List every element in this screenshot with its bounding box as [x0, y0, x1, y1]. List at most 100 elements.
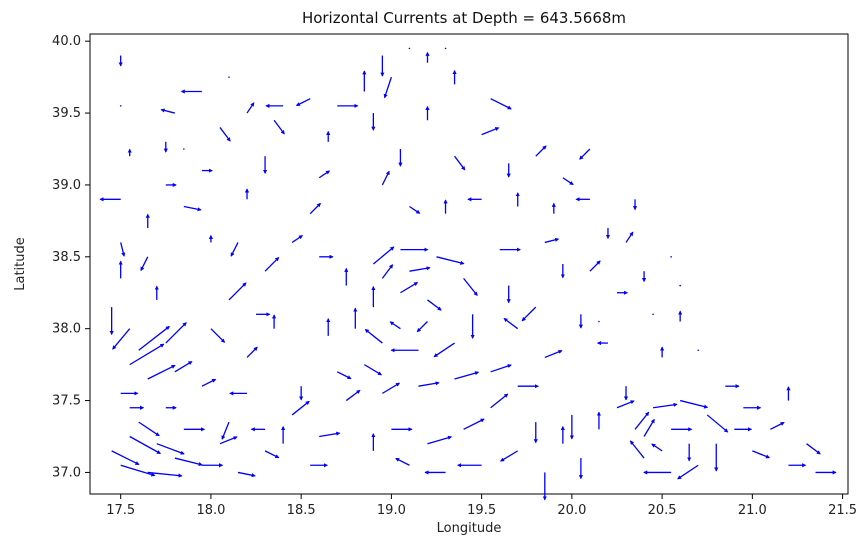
current-vector	[535, 145, 547, 157]
current-vector	[503, 317, 519, 330]
current-vector	[436, 256, 465, 265]
current-vector	[752, 450, 771, 459]
current-vector	[228, 76, 230, 78]
current-vector	[381, 170, 390, 186]
current-vector	[427, 435, 453, 445]
current-vector	[651, 443, 663, 452]
x-axis: 17.5 18.0 18.5 19.0 19.5 20.0 20.5 21.0 21.5	[106, 494, 857, 518]
current-vector	[230, 242, 239, 257]
current-vector	[416, 321, 428, 333]
current-vector	[427, 299, 442, 311]
current-vector	[629, 440, 645, 459]
x-axis-title: Longitude	[437, 521, 502, 536]
y-tick-label: 37.5	[52, 394, 81, 409]
arrow-layer	[99, 47, 837, 501]
current-vector	[221, 421, 230, 440]
current-vector	[156, 443, 185, 455]
current-vector	[444, 47, 447, 50]
current-vector	[295, 98, 311, 107]
current-vector	[201, 378, 217, 387]
current-vector	[291, 235, 304, 243]
current-vector	[589, 260, 601, 272]
current-vector	[770, 421, 785, 430]
current-vector	[237, 471, 256, 478]
current-vector	[246, 102, 255, 114]
current-vector	[400, 281, 419, 294]
x-tick-label: 21.0	[738, 503, 767, 518]
current-vector	[433, 342, 455, 358]
current-vector	[395, 457, 410, 466]
current-vector	[174, 361, 193, 373]
current-vector	[165, 322, 187, 344]
x-tick-label: 18.5	[287, 503, 316, 518]
current-vector	[364, 328, 383, 344]
current-vector	[183, 148, 185, 150]
current-vector	[273, 119, 285, 135]
current-vector	[500, 450, 519, 462]
y-tick-label: 40.0	[52, 34, 81, 49]
x-tick-label: 20.5	[648, 503, 677, 518]
current-vector	[111, 450, 140, 466]
x-tick-label: 19.5	[467, 503, 496, 518]
y-tick-label: 38.0	[52, 322, 81, 337]
current-vector	[643, 418, 655, 437]
current-vector	[174, 457, 203, 467]
y-tick-label: 38.5	[52, 250, 81, 265]
y-axis: 37.0 37.5 38.0 38.5 39.0 39.5 40.0	[52, 34, 90, 480]
current-vector	[389, 321, 401, 330]
current-vector	[383, 76, 393, 99]
current-vector	[219, 436, 238, 445]
current-vector	[652, 402, 678, 409]
y-tick-label: 39.0	[52, 178, 81, 193]
current-vector	[160, 108, 175, 114]
current-vector	[490, 393, 509, 409]
current-vector	[652, 313, 654, 316]
current-vector	[291, 400, 310, 416]
current-vector	[625, 231, 634, 243]
current-vector	[409, 266, 431, 272]
current-vector	[120, 242, 126, 257]
current-vector	[679, 399, 709, 409]
current-vector	[140, 256, 149, 272]
y-tick-label: 39.5	[52, 106, 81, 121]
current-vector	[544, 349, 563, 359]
current-vector	[490, 364, 512, 373]
current-vector	[138, 325, 170, 351]
x-tick-label: 19.0	[377, 503, 406, 518]
current-vector	[634, 411, 650, 430]
current-vector	[616, 400, 635, 409]
current-vector	[319, 431, 341, 438]
current-vector	[264, 450, 280, 459]
current-vector	[697, 349, 700, 352]
current-vector	[363, 364, 383, 376]
current-vector	[264, 256, 280, 272]
x-tick-label: 20.0	[557, 503, 586, 518]
current-vector	[706, 414, 729, 433]
current-vector	[129, 435, 162, 455]
current-vector	[345, 389, 361, 402]
current-vector	[544, 237, 560, 244]
current-vector	[147, 364, 176, 380]
current-vector	[318, 170, 331, 179]
current-vector	[119, 105, 122, 107]
current-vector	[409, 205, 421, 214]
current-vector	[112, 328, 131, 350]
current-vector	[210, 328, 226, 343]
current-vector	[381, 264, 394, 279]
current-vector	[454, 155, 466, 171]
current-vector	[670, 256, 672, 258]
current-vector	[521, 306, 537, 322]
current-vector	[183, 205, 202, 212]
current-vector	[418, 381, 440, 387]
current-vector	[679, 284, 681, 287]
y-tick-label: 37.0	[52, 465, 81, 480]
current-vector	[463, 277, 478, 297]
current-vector	[228, 282, 247, 301]
plot-frame	[89, 33, 849, 495]
current-vector	[129, 343, 165, 366]
current-vector	[598, 320, 600, 323]
current-vector	[147, 471, 183, 478]
current-vector	[382, 382, 401, 394]
current-vector	[336, 371, 352, 380]
current-vector	[463, 418, 485, 430]
